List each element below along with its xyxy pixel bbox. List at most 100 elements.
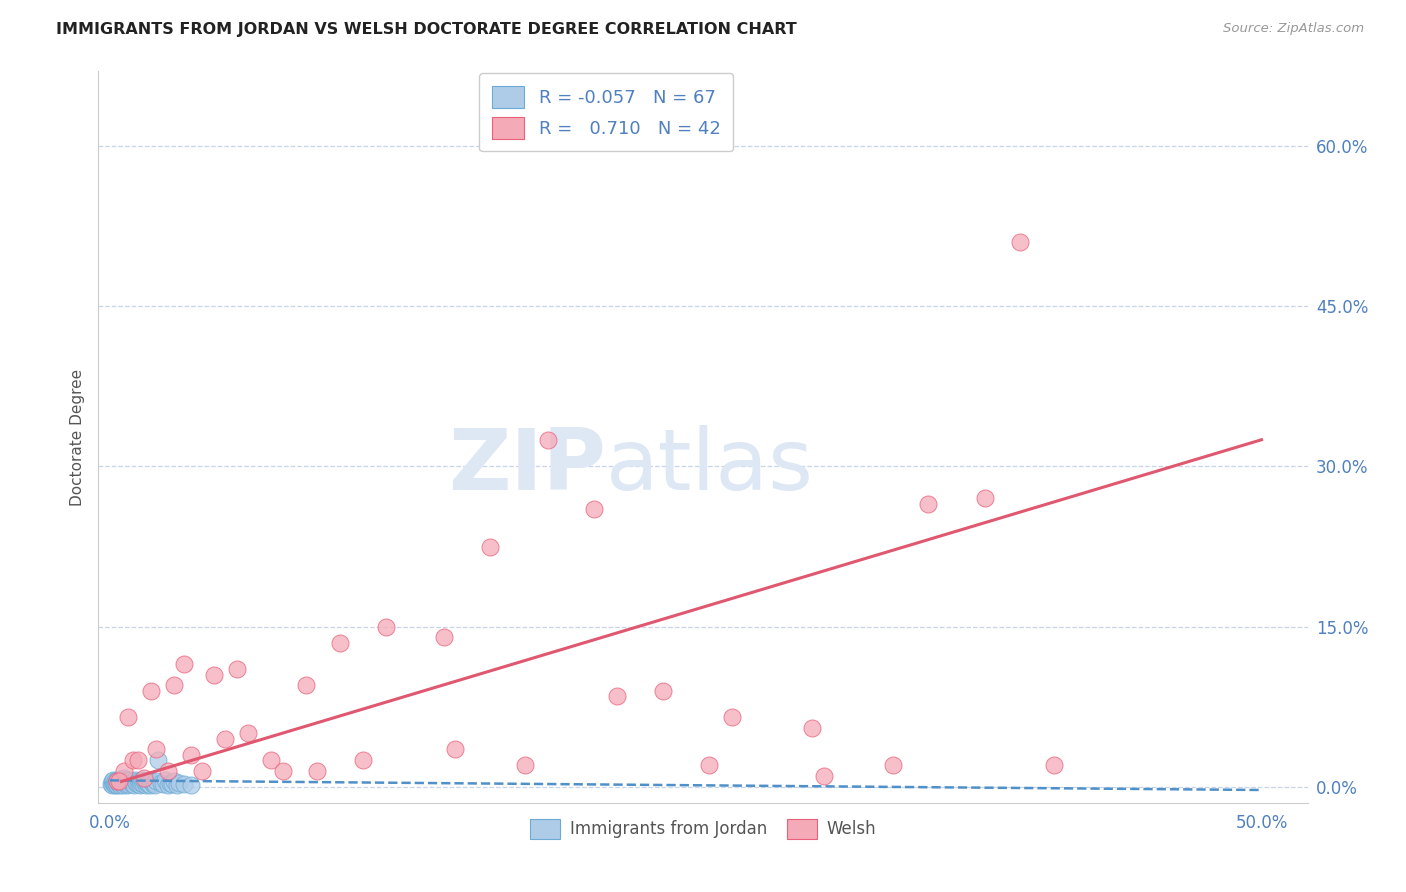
Text: Source: ZipAtlas.com: Source: ZipAtlas.com: [1223, 22, 1364, 36]
Point: [260, 753, 283, 767]
Point: [801, 721, 824, 735]
Point: [128, 778, 150, 792]
Point: [107, 774, 129, 789]
Point: [352, 753, 374, 767]
Point: [307, 764, 329, 778]
Point: [110, 778, 132, 792]
Point: [167, 775, 190, 789]
Point: [536, 433, 558, 447]
Point: [173, 776, 195, 790]
Point: [103, 774, 125, 789]
Point: [121, 776, 143, 790]
Point: [191, 764, 214, 778]
Point: [127, 776, 149, 790]
Point: [180, 747, 202, 762]
Point: [134, 771, 156, 785]
Point: [108, 774, 131, 789]
Point: [917, 497, 939, 511]
Point: [120, 775, 142, 789]
Point: [132, 776, 155, 790]
Point: [651, 683, 673, 698]
Point: [114, 774, 136, 789]
Point: [117, 710, 139, 724]
Point: [103, 773, 125, 788]
Point: [163, 774, 186, 789]
Point: [271, 764, 294, 778]
Point: [329, 635, 352, 649]
Point: [141, 683, 163, 698]
Point: [115, 778, 138, 792]
Point: [108, 772, 131, 787]
Point: [104, 778, 127, 792]
Text: IMMIGRANTS FROM JORDAN VS WELSH DOCTORATE DEGREE CORRELATION CHART: IMMIGRANTS FROM JORDAN VS WELSH DOCTORAT…: [56, 22, 797, 37]
Point: [141, 774, 163, 789]
Point: [294, 678, 316, 692]
Point: [122, 774, 145, 789]
Point: [105, 774, 128, 789]
Point: [974, 491, 997, 506]
Point: [155, 773, 177, 788]
Point: [105, 773, 128, 788]
Point: [112, 775, 135, 789]
Text: atlas: atlas: [606, 425, 814, 508]
Point: [108, 776, 131, 790]
Point: [145, 774, 167, 789]
Point: [202, 667, 225, 681]
Point: [104, 775, 127, 789]
Point: [135, 778, 157, 792]
Point: [101, 774, 124, 789]
Point: [225, 662, 247, 676]
Point: [142, 775, 165, 789]
Point: [163, 678, 186, 692]
Legend: Immigrants from Jordan, Welsh: Immigrants from Jordan, Welsh: [523, 812, 883, 846]
Point: [1043, 758, 1066, 772]
Point: [125, 775, 148, 789]
Point: [180, 778, 202, 792]
Point: [148, 753, 170, 767]
Point: [114, 776, 136, 790]
Point: [478, 540, 501, 554]
Point: [110, 774, 132, 789]
Text: ZIP: ZIP: [449, 425, 606, 508]
Point: [159, 775, 181, 789]
Point: [107, 775, 129, 789]
Point: [149, 775, 172, 789]
Point: [1008, 235, 1031, 250]
Point: [111, 776, 134, 790]
Point: [110, 775, 132, 789]
Point: [173, 657, 195, 671]
Point: [117, 776, 139, 790]
Point: [122, 778, 145, 792]
Point: [128, 774, 150, 789]
Point: [131, 773, 153, 788]
Point: [112, 778, 135, 792]
Point: [129, 775, 152, 789]
Point: [141, 776, 163, 790]
Point: [152, 776, 174, 790]
Point: [444, 742, 467, 756]
Point: [112, 771, 135, 785]
Point: [214, 731, 236, 746]
Point: [513, 758, 536, 772]
Point: [105, 776, 128, 790]
Point: [156, 778, 179, 792]
Point: [136, 776, 159, 790]
Point: [160, 776, 183, 790]
Point: [122, 753, 145, 767]
Point: [582, 502, 605, 516]
Point: [103, 776, 125, 790]
Point: [101, 778, 124, 792]
Point: [117, 774, 139, 789]
Y-axis label: Doctorate Degree: Doctorate Degree: [69, 368, 84, 506]
Point: [813, 769, 835, 783]
Point: [143, 778, 166, 792]
Point: [135, 775, 157, 789]
Point: [236, 726, 259, 740]
Point: [139, 778, 162, 792]
Point: [697, 758, 720, 772]
Point: [606, 689, 628, 703]
Point: [433, 630, 456, 644]
Point: [105, 778, 128, 792]
Point: [115, 775, 138, 789]
Point: [156, 764, 179, 778]
